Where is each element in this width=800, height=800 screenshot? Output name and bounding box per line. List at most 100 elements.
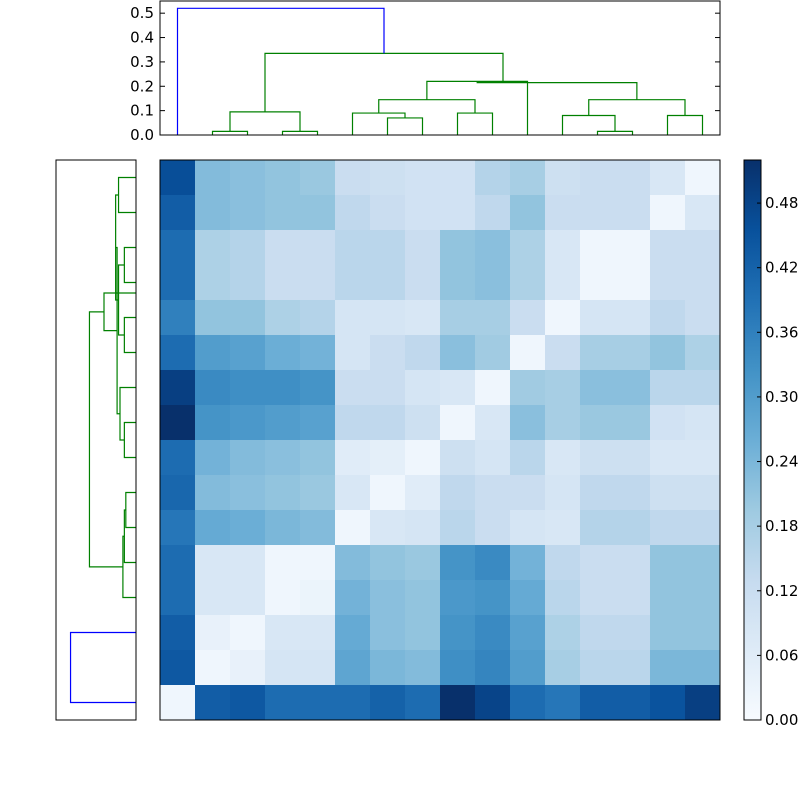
colorbar-tick-label: 0.24 (765, 453, 798, 471)
heatmap-cell (300, 335, 336, 371)
heatmap-cell (370, 265, 406, 301)
colorbar-gradient (744, 160, 761, 720)
heatmap-cell (440, 160, 476, 196)
heatmap-cell (230, 195, 266, 231)
dendrogram-link (596, 130, 634, 135)
heatmap-cell (580, 370, 616, 406)
left-dendrogram (55, 159, 137, 721)
heatmap-cell (405, 615, 441, 651)
heatmap-cell (300, 510, 336, 546)
heatmap-cell (230, 545, 266, 581)
y-tick-label: 0.5 (130, 4, 154, 22)
heatmap-cell (580, 265, 616, 301)
heatmap-cell (545, 510, 581, 546)
heatmap-cell (335, 405, 371, 441)
heatmap-cell (160, 650, 196, 686)
heatmap-cell (510, 685, 546, 721)
heatmap-cell (265, 650, 301, 686)
top-dendrogram: 0.0 0.1 0.2 0.3 0.4 0.5 (130, 0, 721, 144)
heatmap-cell (580, 405, 616, 441)
heatmap-cell (265, 300, 301, 336)
heatmap-cell (370, 230, 406, 266)
heatmap-cell (405, 230, 441, 266)
heatmap-cell (580, 300, 616, 336)
heatmap-cell (370, 195, 406, 231)
heatmap-cell (230, 335, 266, 371)
heatmap-cell (370, 475, 406, 511)
dendrogram-link (229, 111, 301, 132)
heatmap-cell (685, 440, 721, 476)
heatmap-cell (405, 265, 441, 301)
heatmap-cell (335, 160, 371, 196)
heatmap-cell (615, 405, 651, 441)
heatmap-cell (405, 580, 441, 616)
heatmap-cell (475, 510, 511, 546)
heatmap-cell (335, 300, 371, 336)
heatmap-cell (510, 195, 546, 231)
heatmap-cell (580, 195, 616, 231)
dendrogram-link (176, 7, 385, 135)
heatmap-cell (160, 300, 196, 336)
heatmap-cell (440, 230, 476, 266)
heatmap-cell (160, 685, 196, 721)
colorbar-tick-label: 0.06 (765, 646, 798, 664)
heatmap-cell (685, 615, 721, 651)
heatmap-cell (370, 650, 406, 686)
heatmap-cell (475, 160, 511, 196)
heatmap-cell (160, 370, 196, 406)
heatmap-cell (475, 300, 511, 336)
heatmap-cell (440, 265, 476, 301)
heatmap-cell (300, 580, 336, 616)
dendrogram-link (456, 112, 494, 135)
heatmap-cell (160, 545, 196, 581)
dendrogram-link (117, 176, 136, 214)
heatmap-cell (405, 300, 441, 336)
heatmap-cell (650, 335, 686, 371)
heatmap-cell (685, 685, 721, 721)
heatmap-cell (475, 335, 511, 371)
heatmap-cell (160, 230, 196, 266)
heatmap-cell (335, 335, 371, 371)
heatmap-cell (405, 475, 441, 511)
heatmap-cell (615, 615, 651, 651)
heatmap-cell (160, 580, 196, 616)
heatmap-cell (335, 615, 371, 651)
heatmap-cell (440, 580, 476, 616)
heatmap-cell (475, 615, 511, 651)
heatmap-cell (510, 650, 546, 686)
heatmap-cell (440, 650, 476, 686)
heatmap-cell (300, 195, 336, 231)
dendrogram-link (211, 130, 249, 135)
heatmap-cell (300, 685, 336, 721)
y-tick-label: 0.3 (130, 53, 154, 71)
dendrogram-link (103, 292, 136, 332)
heatmap-cell (265, 545, 301, 581)
heatmap-cell (510, 335, 546, 371)
heatmap-cell (615, 650, 651, 686)
y-tick-label: 0.0 (130, 126, 154, 144)
heatmap-cell (580, 230, 616, 266)
dendrogram-link (117, 264, 125, 336)
y-tick-label: 0.4 (130, 29, 154, 47)
heatmap-cell (230, 160, 266, 196)
heatmap-cell (370, 405, 406, 441)
heatmap (159, 159, 721, 721)
dendrogram-link (281, 130, 319, 135)
heatmap-cell (160, 475, 196, 511)
heatmap-cell (475, 475, 511, 511)
heatmap-cell (475, 265, 511, 301)
heatmap-cell (160, 440, 196, 476)
heatmap-cell (300, 265, 336, 301)
heatmap-cell (440, 510, 476, 546)
heatmap-cell (475, 580, 511, 616)
heatmap-cell (265, 580, 301, 616)
heatmap-frame (159, 159, 721, 721)
heatmap-cell (195, 370, 231, 406)
heatmap-cell (510, 405, 546, 441)
heatmap-cell (475, 370, 511, 406)
heatmap-cell (580, 335, 616, 371)
heatmap-cell (440, 405, 476, 441)
heatmap-cell (650, 405, 686, 441)
heatmap-cell (615, 300, 651, 336)
heatmap-cell (615, 685, 651, 721)
